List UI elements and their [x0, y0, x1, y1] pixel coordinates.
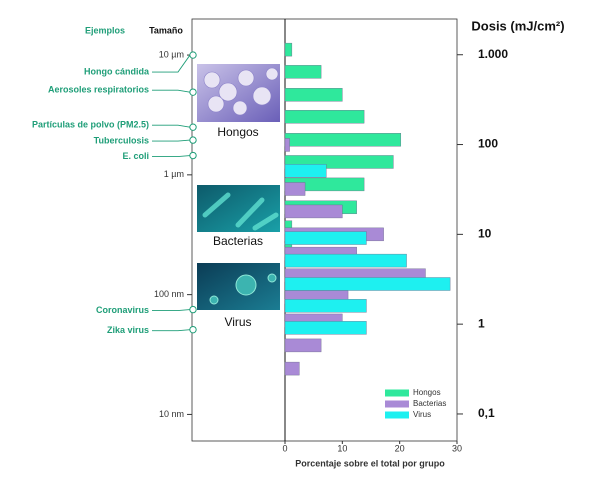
y-tick-label: 10 — [478, 227, 492, 241]
example-marker — [189, 136, 197, 144]
example-marker — [189, 151, 197, 160]
plot-frame — [191, 18, 458, 442]
legend-swatch — [385, 389, 409, 397]
bar — [284, 321, 367, 335]
example-marker — [189, 51, 197, 59]
bar — [284, 133, 402, 147]
y-axis-title: Dosis (mJ/cm²) — [471, 18, 564, 33]
example-leader — [152, 54, 191, 73]
size-tick-label: 10 µm — [159, 49, 184, 59]
image-label: Virus — [224, 315, 251, 329]
x-tick-label: 30 — [452, 443, 462, 453]
example-label: Tuberculosis — [94, 135, 149, 145]
example-label: E. coli — [122, 151, 149, 161]
example-marker — [189, 123, 197, 131]
bar — [284, 65, 322, 79]
example-leader — [152, 155, 191, 157]
example-leader — [152, 139, 191, 142]
example-marker — [189, 88, 197, 96]
size-tick-label: 10 nm — [159, 409, 184, 419]
example-label: Zika virus — [107, 325, 149, 335]
example-leader — [152, 329, 191, 332]
bar — [284, 182, 306, 196]
x-tick-label: 20 — [395, 443, 405, 453]
bar — [284, 361, 300, 376]
legend-swatch — [385, 411, 409, 419]
example-label: Partículas de polvo (PM2.5) — [32, 120, 149, 130]
bar — [284, 231, 367, 245]
legend-label: Hongos — [413, 388, 441, 397]
examples-heading: Ejemplos — [85, 25, 125, 35]
example-label: Aerosoles respiratorios — [48, 85, 149, 95]
y-tick-label: 0,1 — [478, 406, 495, 420]
bar — [284, 42, 293, 57]
size-tick-label: 1 µm — [164, 169, 184, 179]
x-axis-title: Porcentaje sobre el total por grupo — [295, 458, 445, 468]
bar — [284, 164, 327, 178]
image-label: Hongos — [217, 125, 258, 139]
y-tick-label: 1.000 — [478, 47, 508, 61]
y-tick-label: 1 — [478, 316, 485, 330]
x-tick-label: 10 — [337, 443, 347, 453]
size-tick-label: 100 nm — [154, 289, 184, 299]
bar — [284, 110, 365, 124]
legend-swatch — [385, 400, 409, 408]
bar — [284, 338, 322, 353]
size-heading: Tamaño — [149, 25, 183, 35]
image-label: Bacterias — [213, 234, 263, 248]
y-tick-label: 100 — [478, 137, 498, 151]
pictures: Hongos Bacterias Virus — [197, 64, 280, 329]
bar — [284, 277, 451, 291]
example-label: Hongo cándida — [84, 66, 150, 76]
example-marker — [189, 325, 197, 334]
bar — [284, 88, 343, 102]
bar — [284, 253, 407, 268]
example-label: Coronavirus — [96, 305, 149, 315]
bar — [284, 204, 343, 219]
bar — [284, 299, 367, 313]
legend-label: Bacterias — [413, 399, 446, 408]
example-leader — [152, 89, 191, 93]
x-tick-label: 0 — [282, 443, 287, 453]
bar — [284, 138, 290, 152]
legend-label: Virus — [413, 410, 431, 419]
example-leader — [152, 309, 191, 312]
example-marker — [189, 305, 197, 314]
example-leader — [152, 124, 191, 128]
